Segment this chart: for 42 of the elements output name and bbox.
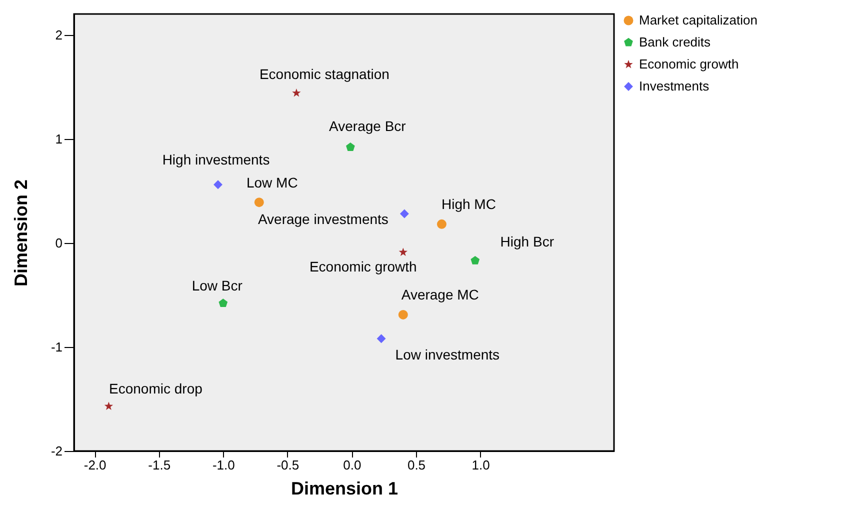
x-tick-label: -2.0 [84, 458, 106, 472]
x-tick-label: 1.0 [472, 458, 490, 472]
point [470, 256, 480, 264]
x-tick-label: -1.5 [148, 458, 171, 472]
annotation: Low MC [246, 174, 298, 190]
legend-label: Bank credits [639, 34, 712, 50]
y-tick-label: 0 [55, 235, 62, 250]
point [214, 180, 222, 190]
legend-label: Investments [639, 78, 710, 94]
x-axis-title: Dimension 1 [290, 478, 398, 498]
point [254, 198, 264, 208]
annotation: Economic stagnation [259, 66, 390, 82]
point [292, 88, 301, 97]
annotation: Average Bcr [329, 118, 406, 134]
legend-label: Economic growth [639, 56, 739, 72]
x-tick-label: 0.5 [407, 458, 426, 472]
annotation: Average MC [401, 286, 479, 303]
annotation: Economic drop [109, 380, 203, 396]
point [398, 310, 408, 320]
point [400, 209, 409, 218]
annotation: Average investments [258, 210, 388, 227]
point [218, 298, 228, 308]
annotation: Economic growth [309, 258, 417, 274]
point [436, 219, 446, 229]
x-tick-label: 0.0 [343, 458, 362, 472]
x-tick-label: -1.0 [212, 458, 235, 472]
annotation: High investments [162, 152, 270, 168]
y-tick-label: -2 [50, 444, 62, 458]
y-tick-label: 2 [55, 27, 62, 42]
y-tick-label: 1 [55, 131, 62, 146]
point [376, 334, 386, 344]
point [346, 142, 355, 151]
point [398, 248, 408, 256]
y-axis-title: Dimension 2 [10, 179, 31, 287]
annotation: Low Bcr [192, 277, 243, 294]
annotation: Low investments [395, 346, 500, 363]
legend-label: Market capitalization [639, 12, 758, 28]
x-tick-label: -0.5 [276, 458, 300, 472]
point [104, 402, 114, 410]
y-tick-label: -1 [50, 339, 62, 354]
annotation: High Bcr [500, 234, 554, 250]
annotation: High MC [441, 196, 496, 212]
